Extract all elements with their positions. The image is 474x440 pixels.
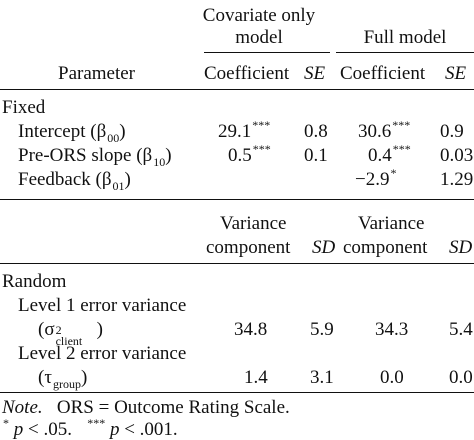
significance-note: * p < .05. *** p < .001. [3,416,178,440]
column-header-sd-1: SD [312,237,336,258]
column-header-component-2: component [343,237,428,258]
section-label-random: Random [2,271,67,292]
variance-cell: 34.3 [375,319,409,340]
row-label-line2: (τgroup) [38,367,88,391]
group-header-full-model: Full model [363,27,447,48]
row-label-line1: Level 2 error variance [18,343,187,364]
variance-cell: 1.4 [244,367,268,388]
table-note: Note. ORS = Outcome Rating Scale. [2,397,290,418]
column-header-sd-2: SD [449,237,473,258]
bottom-rule [0,392,474,393]
row-label: Feedback (β01) [18,169,131,193]
coefficient-cell: 0.4*** [368,142,411,166]
column-header-se-1: SE [304,63,326,84]
row-label-line2: (σ 2 client) [38,319,103,348]
variance-cell: 0.0 [380,367,404,388]
column-header-variance-2: Variance [358,213,425,234]
sd-cell: 3.1 [310,367,334,388]
row-label: Pre-ORS slope (β10) [18,145,172,169]
coefficient-cell: −2.9* [355,166,397,190]
row-label: Intercept (β00) [18,121,126,145]
group-rule-covariate [204,52,330,53]
se-cell: 1.29 [440,169,474,190]
row-label-line1: Level 1 error variance [18,295,187,316]
column-header-parameter: Parameter [58,63,136,84]
group-header-covariate-line1: Covariate only [202,5,316,26]
se-cell: 0.9 [440,121,464,142]
coefficient-cell: 29.1*** [218,118,271,142]
column-header-variance-1: Variance [220,213,287,234]
column-header-coefficient-2: Coefficient [340,63,426,84]
variance-cell: 34.8 [234,319,268,340]
se-cell: 0.03 [440,145,474,166]
random-header-rule [0,263,474,264]
sd-cell: 5.4 [449,319,473,340]
section-label-fixed: Fixed [2,97,46,118]
group-header-covariate-line2: model [235,27,283,48]
coefficient-cell: 30.6*** [358,118,411,142]
se-cell: 0.1 [304,145,328,166]
se-cell: 0.8 [304,121,328,142]
header-rule [0,89,474,90]
column-header-coefficient-1: Coefficient [204,63,290,84]
sd-cell: 5.9 [310,319,334,340]
coefficient-cell: 0.5*** [228,142,271,166]
sd-cell: 0.0 [449,367,473,388]
group-rule-full [336,52,474,53]
column-header-component-1: component [206,237,291,258]
column-header-se-2: SE [445,63,467,84]
section-rule [0,199,474,200]
